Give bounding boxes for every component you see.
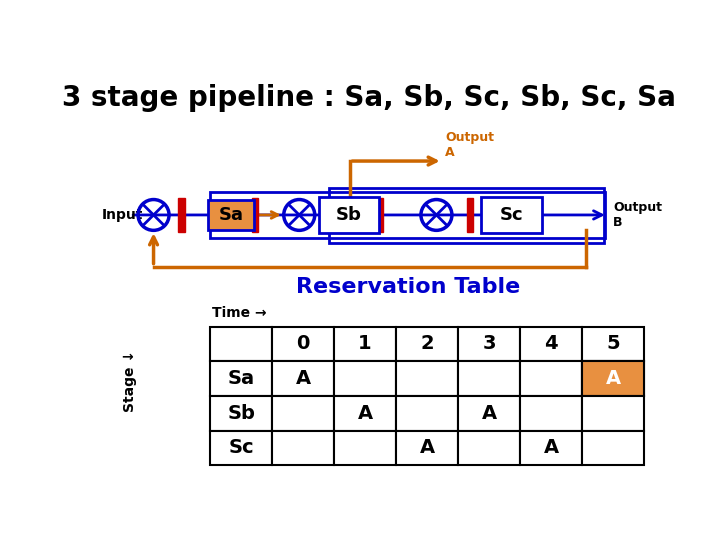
Text: Output
A: Output A xyxy=(445,131,494,159)
Bar xyxy=(582,396,644,430)
Bar xyxy=(396,361,458,396)
Text: Sb: Sb xyxy=(336,206,361,224)
Bar xyxy=(377,198,383,232)
Text: A: A xyxy=(420,438,435,457)
Bar xyxy=(582,361,644,396)
Bar xyxy=(458,430,520,465)
Bar xyxy=(520,361,582,396)
Bar xyxy=(396,327,458,361)
Bar xyxy=(272,430,334,465)
Bar xyxy=(179,198,184,232)
Text: 0: 0 xyxy=(297,334,310,353)
Text: 3 stage pipeline : Sa, Sb, Sc, Sb, Sc, Sa: 3 stage pipeline : Sa, Sb, Sc, Sb, Sc, S… xyxy=(62,84,676,112)
Bar xyxy=(458,361,520,396)
Bar xyxy=(520,327,582,361)
Bar xyxy=(272,361,334,396)
Bar xyxy=(210,430,272,465)
Text: Sa: Sa xyxy=(228,369,255,388)
Bar xyxy=(582,430,644,465)
Bar xyxy=(582,327,644,361)
Bar xyxy=(396,430,458,465)
Bar xyxy=(272,327,334,361)
FancyBboxPatch shape xyxy=(208,200,254,230)
Bar xyxy=(272,396,334,430)
Text: A: A xyxy=(296,369,311,388)
Bar xyxy=(329,188,604,244)
Text: 2: 2 xyxy=(420,334,434,353)
Bar xyxy=(252,198,258,232)
Bar xyxy=(210,361,272,396)
Text: Time →: Time → xyxy=(212,306,267,320)
Bar xyxy=(334,361,396,396)
Bar xyxy=(582,361,644,396)
Bar xyxy=(210,192,606,238)
Text: 4: 4 xyxy=(544,334,558,353)
Text: A: A xyxy=(358,404,373,423)
Bar xyxy=(334,430,396,465)
Text: Input: Input xyxy=(102,208,143,222)
Bar xyxy=(467,198,473,232)
Bar xyxy=(458,327,520,361)
Text: A: A xyxy=(606,369,621,388)
Text: Stage ↓: Stage ↓ xyxy=(123,349,138,411)
Bar xyxy=(458,396,520,430)
Text: Reservation Table: Reservation Table xyxy=(296,276,520,296)
Text: Sb: Sb xyxy=(228,404,255,423)
Text: Output
B: Output B xyxy=(613,201,662,229)
Text: A: A xyxy=(482,404,497,423)
Bar xyxy=(334,327,396,361)
Bar xyxy=(520,396,582,430)
Bar xyxy=(334,396,396,430)
Bar xyxy=(319,197,379,233)
Text: Sc: Sc xyxy=(228,438,254,457)
Text: 3: 3 xyxy=(482,334,496,353)
Bar xyxy=(396,396,458,430)
Text: 5: 5 xyxy=(606,334,620,353)
Bar xyxy=(210,396,272,430)
Text: 1: 1 xyxy=(359,334,372,353)
Text: A: A xyxy=(544,438,559,457)
Bar xyxy=(520,430,582,465)
Text: Sc: Sc xyxy=(500,206,523,224)
Bar xyxy=(210,327,272,361)
Text: Sa: Sa xyxy=(219,206,243,224)
Bar xyxy=(482,197,542,233)
